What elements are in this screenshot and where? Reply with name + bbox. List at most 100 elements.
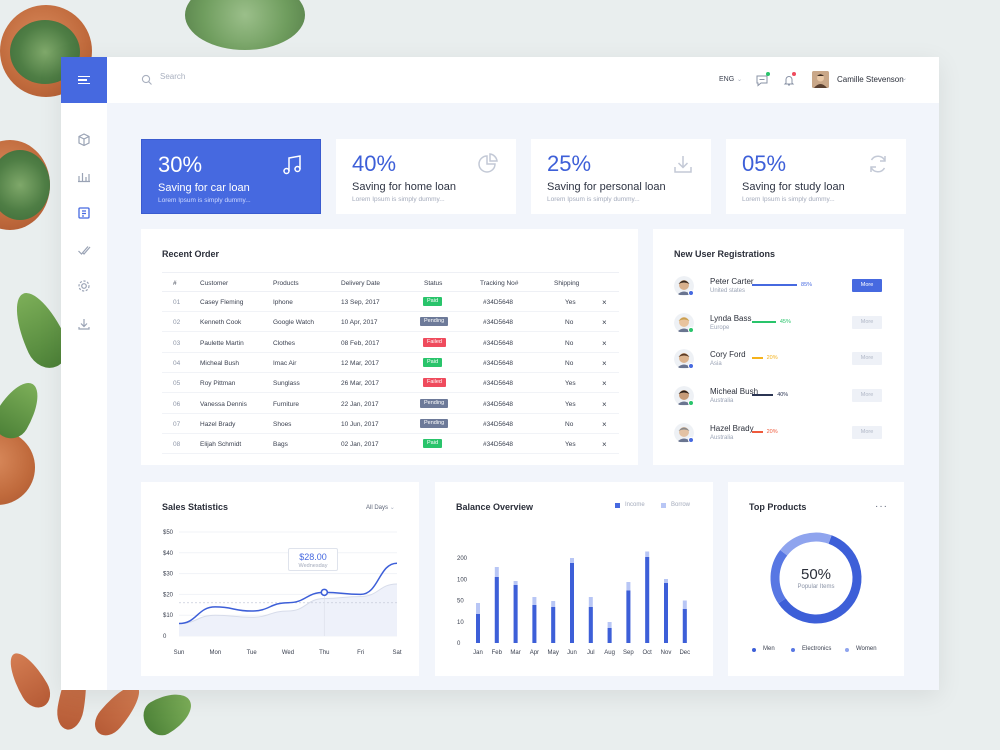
cell-shipping: Yes: [565, 441, 576, 449]
x-tick-label: Sun: [174, 650, 185, 656]
registration-item: Peter Carter United states 85% More: [674, 274, 884, 300]
more-button[interactable]: More: [852, 425, 882, 439]
bar-income: [570, 563, 574, 643]
bar-income: [682, 609, 687, 643]
cell-num: 04: [173, 359, 181, 367]
chat-icon[interactable]: [755, 73, 769, 87]
panel-title: Balance Overview: [456, 502, 534, 512]
donut-center-value: 50%: [800, 566, 832, 583]
search-icon: [141, 74, 152, 85]
y-tick-label: 0: [163, 634, 167, 640]
table-row[interactable]: 06 Vanessa Dennis Furniture 22 Jan, 2017 #34…: [162, 394, 619, 414]
progress-percent: 40%: [777, 392, 789, 399]
table-row[interactable]: 02 Kenneth Cook Google Watch 10 Apr, 2017 #3…: [162, 312, 619, 333]
table-row[interactable]: 01 Casey Fleming Iphone 13 Sep, 2017 #34D564…: [162, 292, 619, 312]
cell-shipping: No: [565, 420, 574, 428]
progress-percent: 20%: [766, 355, 778, 362]
panel-title: Recent Order: [162, 249, 220, 259]
registration-item: Cory Ford Asia 20% More: [674, 347, 884, 373]
status-badge: Paid: [423, 439, 443, 449]
cell-tracking: #34D5648: [483, 319, 513, 327]
close-icon[interactable]: ×: [602, 379, 607, 389]
download-icon[interactable]: [76, 316, 92, 332]
x-tick-label: May: [548, 650, 559, 656]
table-row[interactable]: 03 Paulette Martin Clothes 08 Feb, 2017 #34D…: [162, 333, 619, 353]
download-icon: [674, 156, 692, 173]
top-products-donut-chart: [770, 532, 862, 624]
close-icon[interactable]: ×: [602, 338, 607, 348]
progress-percent: 45%: [779, 318, 791, 325]
bell-icon[interactable]: [782, 73, 796, 87]
cell-customer: Elijah Schmidt: [200, 441, 242, 449]
legend-dot-women: [845, 648, 849, 652]
cell-product: Iphone: [273, 299, 293, 306]
close-icon[interactable]: ×: [602, 318, 607, 328]
cell-customer: Paulette Martin: [200, 339, 244, 347]
user-location: Australia: [710, 434, 734, 441]
online-status-dot: [688, 326, 694, 333]
table-row[interactable]: 08 Elijah Schmidt Bags 02 Jan, 2017 #34D5648…: [162, 434, 619, 455]
cube-icon[interactable]: [76, 132, 92, 148]
bar-income: [588, 607, 593, 643]
user-location: Australia: [710, 398, 734, 405]
legend-swatch-income: [615, 503, 620, 508]
search-input[interactable]: [160, 72, 360, 81]
stat-label: Saving for car loan: [158, 182, 250, 194]
table-row[interactable]: 04 Micheal Bush Imac Air 12 Mar, 2017 #34D56…: [162, 353, 619, 373]
cell-shipping: No: [565, 319, 574, 327]
days-filter-dropdown[interactable]: All Days ⌄: [366, 504, 395, 511]
list-icon[interactable]: [76, 205, 92, 221]
y-tick-label: $40: [163, 551, 174, 557]
days-filter-label: All Days: [366, 505, 389, 511]
close-icon[interactable]: ×: [602, 419, 607, 429]
column-header: Status: [424, 280, 443, 287]
sales-line-chart: $50 $40 $30 $20 $10 0 Sun Mon Tue Wed Thu Fri Sat: [163, 530, 402, 656]
menu-button[interactable]: [61, 57, 107, 103]
avatar[interactable]: [812, 71, 829, 88]
bell-notification-dot: [792, 72, 796, 76]
bar-income: [645, 557, 650, 643]
cell-shipping: Yes: [565, 380, 576, 388]
more-button[interactable]: More: [852, 389, 882, 403]
column-header: #: [173, 280, 177, 287]
series-line-secondary: [178, 583, 398, 625]
x-tick-label: Fri: [357, 650, 364, 656]
stat-card-car-loan[interactable]: 30% Saving for car loan Lorem Ipsum is s…: [141, 139, 321, 214]
stat-card-home-loan[interactable]: 40% Saving for home loan Lorem Ipsum is …: [336, 139, 516, 214]
user-name[interactable]: Camille Stevenson: [837, 75, 904, 84]
checks-icon[interactable]: [76, 242, 92, 258]
cell-tracking: #34D5648: [483, 441, 513, 449]
donut-center-label: Popular Items: [797, 584, 835, 590]
bar-chart-icon[interactable]: [76, 168, 92, 184]
close-icon[interactable]: ×: [602, 298, 607, 307]
table-row[interactable]: 05 Roy Pittman Sunglass 26 Mar, 2017 #34D564…: [162, 373, 619, 394]
cell-product: Imac Air: [273, 359, 297, 367]
online-status-dot: [688, 400, 694, 407]
stat-card-study-loan[interactable]: 05% Saving for study loan Lorem Ipsum is…: [726, 139, 906, 214]
more-button[interactable]: More: [852, 279, 882, 292]
stat-label: Saving for study loan: [742, 181, 845, 193]
online-status-dot: [688, 363, 694, 370]
sidebar: [61, 57, 107, 690]
top-products-panel: Top Products ··· 50% Popular Items Men E…: [728, 482, 904, 676]
progress-bar: [752, 320, 776, 323]
cell-date: 10 Apr, 2017: [341, 319, 378, 327]
stat-card-personal-loan[interactable]: 25% Saving for personal loan Lorem Ipsum…: [531, 139, 711, 214]
cell-product: Google Watch: [273, 319, 314, 327]
more-button[interactable]: More: [852, 315, 882, 329]
close-icon[interactable]: ×: [602, 399, 607, 409]
registration-item: Lynda Bass Europe 45% More: [674, 311, 884, 337]
more-button[interactable]: More: [852, 352, 882, 366]
table-row[interactable]: 07 Hazel Brady Shoes 10 Jun, 2017 #34D5648 No…: [162, 414, 619, 434]
x-tick-label: Jan: [473, 650, 483, 656]
cell-num: 03: [173, 339, 181, 347]
more-options-icon[interactable]: ···: [875, 501, 888, 512]
close-icon[interactable]: ×: [602, 358, 607, 368]
language-selector[interactable]: ENG: [719, 76, 735, 83]
close-icon[interactable]: ×: [602, 440, 607, 450]
gear-icon[interactable]: [76, 278, 92, 294]
cell-customer: Vanessa Dennis: [200, 400, 247, 408]
status-badge: Failed: [423, 337, 446, 347]
cell-num: 08: [173, 441, 181, 449]
